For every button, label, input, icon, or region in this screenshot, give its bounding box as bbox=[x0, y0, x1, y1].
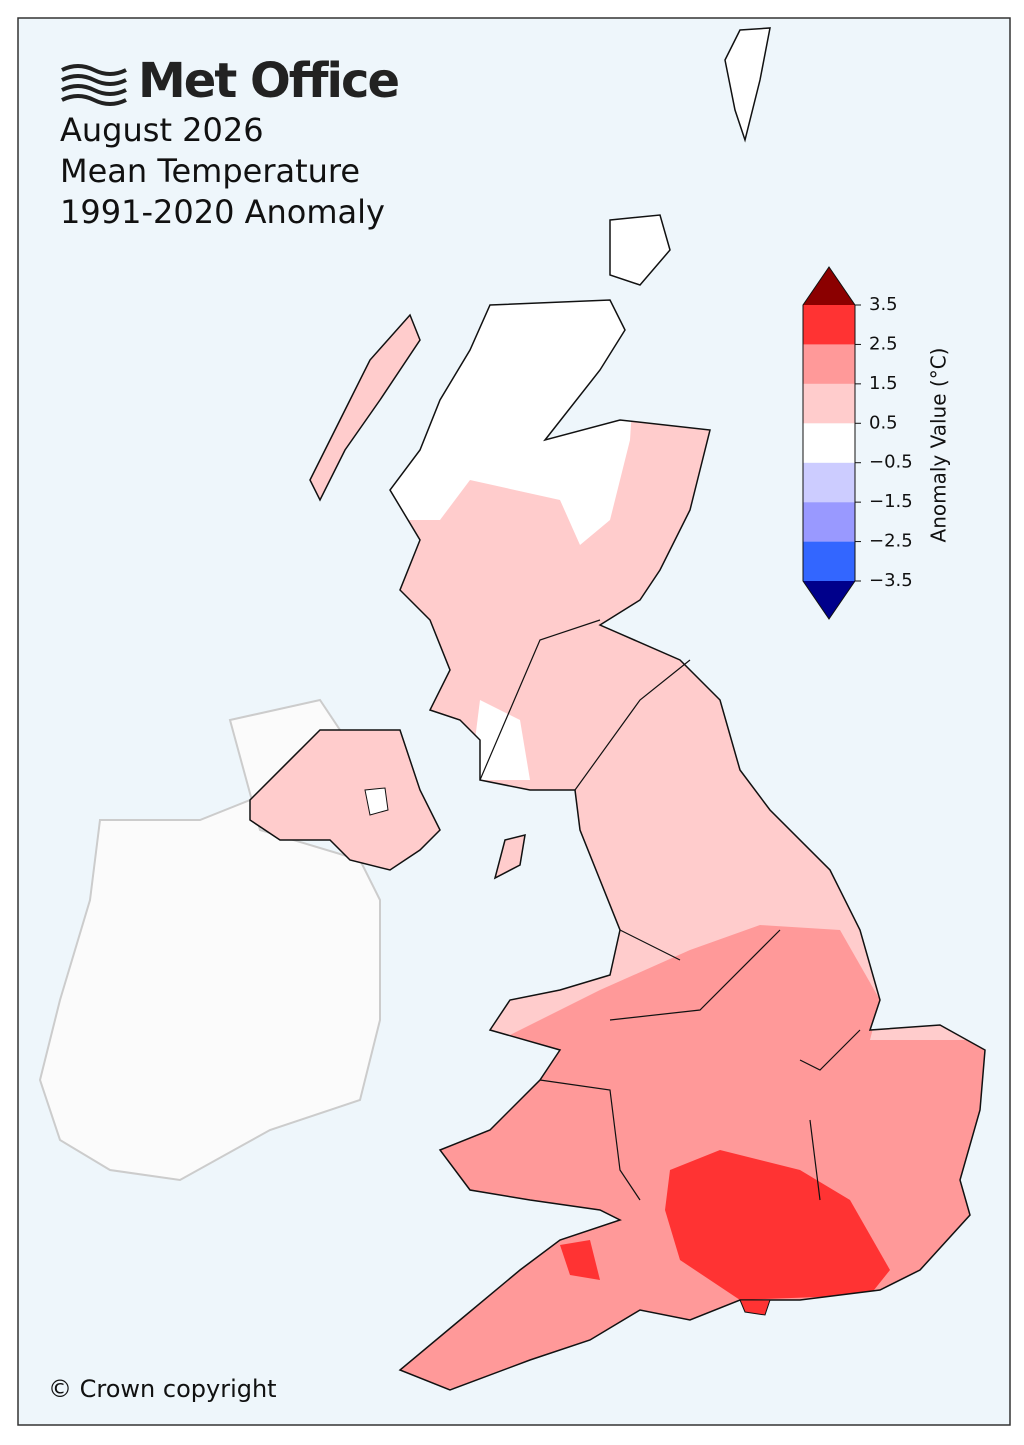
region-border bbox=[479, 619, 861, 1201]
colorbar-bin bbox=[803, 423, 855, 463]
copyright: © Crown copyright bbox=[48, 1375, 277, 1403]
colorbar-tick-label: −1.5 bbox=[869, 491, 913, 512]
orkney bbox=[609, 214, 671, 286]
colorbar-label: Anomaly Value (°C) bbox=[927, 348, 951, 543]
logo-text: Met Office bbox=[138, 53, 398, 109]
logo-wave bbox=[61, 84, 127, 96]
colorbar-bin bbox=[803, 344, 855, 384]
lough-neagh bbox=[364, 787, 389, 816]
colorbar-bin bbox=[803, 462, 855, 503]
colorbar-extend-high bbox=[803, 267, 855, 305]
colorbar-tick-label: −0.5 bbox=[869, 452, 913, 473]
colorbar-bin bbox=[803, 541, 855, 581]
region-fill bbox=[470, 700, 530, 780]
shetland bbox=[724, 27, 771, 143]
region-fill bbox=[665, 1150, 890, 1300]
colorbar-tick-label: −3.5 bbox=[869, 570, 913, 591]
title-line: Mean Temperature bbox=[60, 152, 360, 190]
logo-wave bbox=[61, 74, 127, 86]
colorbar-bin bbox=[803, 383, 855, 424]
colorbar-bin bbox=[803, 305, 855, 345]
title-line: 1991-2020 Anomaly bbox=[60, 193, 385, 231]
colorbar-tick-label: 3.5 bbox=[869, 294, 898, 315]
region-fill bbox=[560, 1240, 600, 1280]
title-line: August 2026 bbox=[60, 111, 264, 149]
colorbar-tick-label: 2.5 bbox=[869, 333, 898, 354]
logo-wave bbox=[61, 64, 127, 76]
colorbar-tick-label: 1.5 bbox=[869, 373, 898, 394]
colorbar-tick-label: 0.5 bbox=[869, 412, 898, 433]
isle-of-man bbox=[493, 833, 526, 880]
logo-wave bbox=[61, 94, 127, 106]
colorbar-bin bbox=[803, 502, 855, 542]
logo-waves bbox=[61, 64, 127, 106]
isle-of-wight bbox=[739, 1299, 771, 1316]
colorbar-extend-low bbox=[803, 581, 855, 619]
outer-hebrides bbox=[309, 313, 421, 502]
colorbar-tick-label: −2.5 bbox=[869, 531, 913, 552]
northern-ireland bbox=[249, 729, 441, 871]
